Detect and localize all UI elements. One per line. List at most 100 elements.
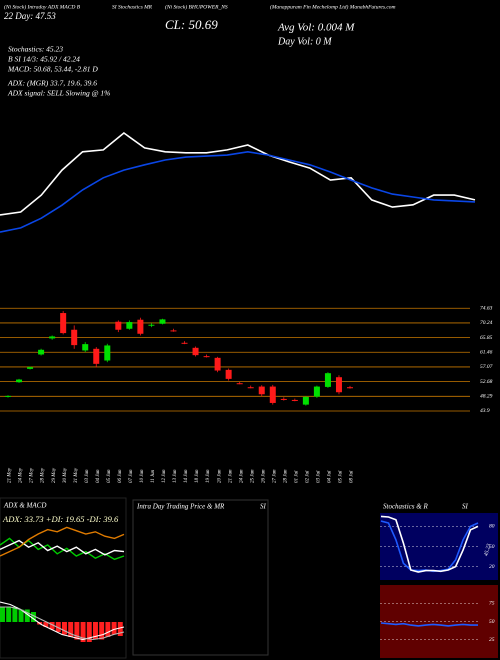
x-tick-label: 14 Jun xyxy=(184,469,189,483)
candle-body xyxy=(60,313,67,334)
series-line xyxy=(0,526,125,557)
indicator-info: ADX: (MGR) 33.7, 19.6, 39.6 xyxy=(7,79,97,88)
series-line xyxy=(0,131,476,216)
histogram-bar xyxy=(74,622,80,640)
x-tick-label: 27 May xyxy=(30,467,35,483)
candle-body xyxy=(258,386,265,395)
candle-body xyxy=(302,396,309,405)
x-tick-label: 29 May xyxy=(52,467,57,483)
x-tick-label: 28 Jun xyxy=(283,469,288,483)
candle-body xyxy=(324,373,331,387)
x-tick-label: 13 Jun xyxy=(173,469,178,483)
current-value: 45.23 xyxy=(482,543,492,557)
header-label: (Ni Stock) Intraday ADX MACD B xyxy=(4,3,81,10)
histogram-bar xyxy=(86,622,92,642)
candle-body xyxy=(170,330,177,332)
x-tick-label: 03 Jul xyxy=(317,470,322,483)
candle-body xyxy=(269,386,276,403)
y-tick-label: 50 xyxy=(489,544,495,550)
candle-body xyxy=(335,377,342,393)
candle-body xyxy=(225,369,232,379)
candle-body xyxy=(38,349,45,355)
candle-body xyxy=(115,321,122,330)
histogram-bar xyxy=(80,622,86,642)
histogram-bar xyxy=(99,622,105,640)
y-tick-label: 74.63 xyxy=(480,305,493,312)
panel-subtitle: ADX: 33.73 +DI: 19.65 -DI: 39.6 xyxy=(2,514,119,524)
x-tick-label: 03 Jun xyxy=(85,469,90,483)
histogram-bar xyxy=(43,622,49,627)
x-tick-label: 25 Jun xyxy=(250,469,255,483)
y-tick-label: 50 xyxy=(489,619,495,625)
panel-frame xyxy=(0,497,127,659)
series-line xyxy=(380,622,478,627)
y-tick-label: 65.85 xyxy=(480,335,493,341)
series-line xyxy=(0,539,125,556)
histogram-bar xyxy=(12,607,18,622)
panel-background xyxy=(380,585,498,658)
day-average: 22 Day: 47.53 xyxy=(4,11,56,21)
x-tick-label: 26 Jun xyxy=(261,469,266,483)
x-tick-label: 10 Jun xyxy=(140,469,145,483)
candle-body xyxy=(49,336,56,339)
header-label: SI Stochastics MR xyxy=(112,4,153,10)
series-line xyxy=(380,515,479,573)
x-tick-label: 21 Jun xyxy=(228,469,233,483)
candle-body xyxy=(203,356,210,358)
candle-body xyxy=(291,399,298,401)
close-price: CL: 50.69 xyxy=(165,17,218,32)
candle-body xyxy=(214,357,221,371)
header-label: (Ni Stock) BHUPOWER_NS xyxy=(165,3,228,10)
candle-body xyxy=(247,387,254,389)
indicator-info: ADX signal: SELL Slowing @ 1% xyxy=(7,89,110,98)
histogram-bar xyxy=(111,622,117,635)
x-tick-label: 18 Jun xyxy=(195,469,200,483)
candle-body xyxy=(82,344,89,351)
x-tick-label: 12 Jun xyxy=(162,469,167,483)
series-line xyxy=(0,150,476,233)
indicator-info: B SI 14/3: 45.92 / 42.24 xyxy=(8,55,80,64)
histogram-bar xyxy=(18,609,24,622)
histogram-bar xyxy=(55,622,61,632)
candle-body xyxy=(137,319,144,334)
x-tick-label: 24 Jun xyxy=(239,469,244,483)
x-tick-label: 30 May xyxy=(63,467,68,483)
candle-body xyxy=(148,324,155,326)
x-tick-label: 05 Jul xyxy=(339,470,344,483)
histogram-bar xyxy=(93,622,98,640)
panel-title: SI xyxy=(462,503,469,511)
histogram-bar xyxy=(68,622,74,637)
y-tick-label: 80 xyxy=(489,524,495,530)
indicator-info: Stochastics: 45.23 xyxy=(8,45,63,54)
y-tick-label: 61.46 xyxy=(480,349,493,356)
panel-title: Stochastics & R xyxy=(383,503,428,511)
candle-body xyxy=(27,367,34,369)
panel-title: ADX & MACD xyxy=(3,502,46,510)
average-volume: Avg Vol: 0.004 M xyxy=(277,22,355,34)
histogram-bar xyxy=(24,609,30,622)
histogram-bar xyxy=(105,622,111,637)
candle-body xyxy=(347,387,353,389)
histogram-bar xyxy=(117,622,123,636)
x-tick-label: 01 Jul xyxy=(294,470,299,483)
candle-body xyxy=(16,379,23,383)
x-tick-label: 02 Jul xyxy=(306,470,311,483)
x-tick-label: 20 Jun xyxy=(217,469,222,483)
x-tick-label: 21 May xyxy=(8,467,13,483)
candle-body xyxy=(313,386,320,397)
histogram-bar xyxy=(49,622,55,630)
x-tick-label: 08 Jul xyxy=(350,470,355,483)
x-tick-label: 06 Jun xyxy=(118,469,123,483)
candle-body xyxy=(104,345,111,361)
panel-title: SI xyxy=(260,503,267,511)
candle-body xyxy=(236,383,243,385)
panel-title: Intra Day Trading Price & MR xyxy=(136,503,225,511)
candle-body xyxy=(93,348,100,364)
y-tick-label: 75 xyxy=(489,601,495,607)
intraday-box xyxy=(132,499,269,656)
x-tick-label: 28 May xyxy=(41,467,46,483)
panel-background xyxy=(380,513,498,580)
x-tick-label: 24 May xyxy=(19,467,24,483)
candle-body xyxy=(192,347,199,356)
x-tick-label: 31 May xyxy=(74,467,79,483)
